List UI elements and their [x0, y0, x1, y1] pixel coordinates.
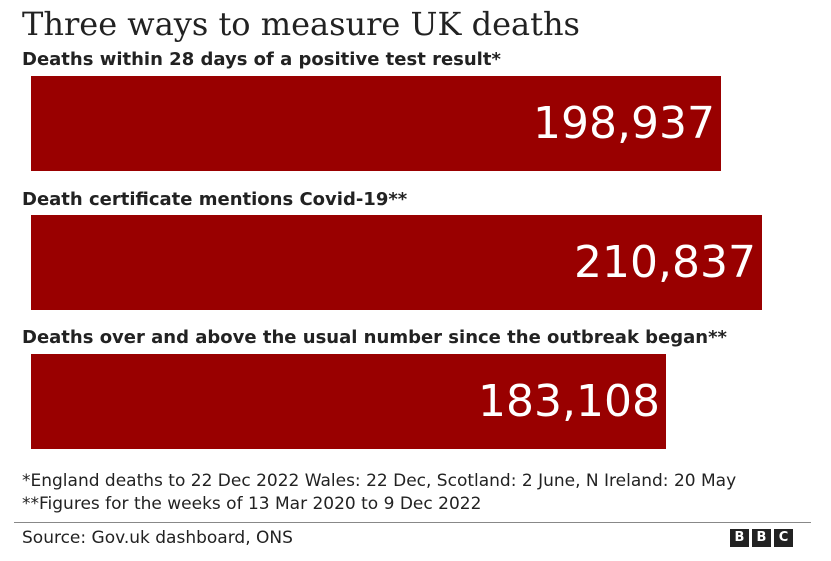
bbc-logo: B B C	[730, 529, 793, 547]
divider	[14, 522, 811, 523]
chart-title: Three ways to measure UK deaths	[22, 5, 580, 43]
footnote-weeks: **Figures for the weeks of 13 Mar 2020 t…	[22, 494, 482, 514]
bbc-logo-letter: B	[730, 529, 749, 547]
bar-category-label: Deaths over and above the usual number s…	[22, 327, 727, 348]
footnote-england: *England deaths to 22 Dec 2022 Wales: 22…	[22, 471, 737, 491]
bar-value-label: 210,837	[574, 236, 756, 288]
bar-category-label: Deaths within 28 days of a positive test…	[22, 49, 501, 70]
bar-value-label: 183,108	[478, 375, 660, 427]
bar: 198,937	[31, 76, 721, 171]
bar: 210,837	[31, 215, 762, 310]
bbc-logo-letter: B	[752, 529, 771, 547]
bbc-logo-letter: C	[774, 529, 793, 547]
bar-chart: Deaths within 28 days of a positive test…	[22, 49, 762, 449]
bar-value-label: 198,937	[533, 97, 715, 149]
source-text: Source: Gov.uk dashboard, ONS	[22, 528, 293, 548]
bar-category-label: Death certificate mentions Covid-19**	[22, 189, 408, 210]
bar: 183,108	[31, 354, 666, 449]
